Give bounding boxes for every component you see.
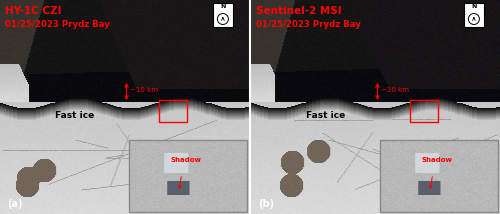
Bar xyxy=(213,3,233,27)
Text: 01/25/2023 Prydz Bay: 01/25/2023 Prydz Bay xyxy=(5,20,110,29)
Bar xyxy=(158,100,187,122)
Text: N: N xyxy=(220,4,226,9)
Bar xyxy=(128,140,247,212)
Text: Fast ice: Fast ice xyxy=(55,111,94,120)
Bar xyxy=(380,140,498,212)
Text: HY-1C CZI: HY-1C CZI xyxy=(5,6,62,16)
Text: ~10 km: ~10 km xyxy=(380,87,408,93)
Text: Fast ice: Fast ice xyxy=(306,111,346,120)
Text: Shadow: Shadow xyxy=(170,157,202,163)
Text: (a): (a) xyxy=(7,199,22,209)
Text: ~10 km: ~10 km xyxy=(130,87,158,93)
Text: (b): (b) xyxy=(258,199,274,209)
Bar xyxy=(410,100,438,122)
Text: Shadow: Shadow xyxy=(422,157,452,163)
Bar xyxy=(464,3,484,27)
Text: N: N xyxy=(471,4,476,9)
Text: Sentinel-2 MSI: Sentinel-2 MSI xyxy=(256,6,342,16)
Text: 01/25/2023 Prydz Bay: 01/25/2023 Prydz Bay xyxy=(256,20,361,29)
